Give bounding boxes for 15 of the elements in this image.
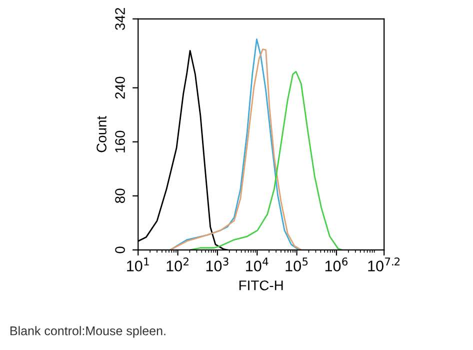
x-tick-label: 10$^{3}$ bbox=[206, 257, 228, 272]
x-tick-label: 10$^{2}$ bbox=[166, 257, 188, 272]
x-tick-label: 10$^{7.2}$ bbox=[368, 257, 400, 272]
x-tick-label: 10$^{5}$ bbox=[286, 258, 308, 272]
y-tick-label: 0 bbox=[115, 246, 125, 254]
x-axis-title: FITC-H bbox=[239, 280, 283, 290]
y-tick-label: 240 bbox=[115, 76, 125, 99]
y-axis-title: Count bbox=[96, 116, 106, 152]
x-tick-label: 10$^{4}$ bbox=[246, 258, 268, 272]
y-tick-label: 80 bbox=[115, 188, 125, 203]
y-tick-label: 160 bbox=[115, 130, 125, 152]
x-tick-label: 10$^{1}$ bbox=[127, 258, 149, 272]
y-tick-label: 342 bbox=[115, 8, 125, 30]
text: Blank control:Mouse spleen. bbox=[10, 326, 166, 338]
x-tick-label: 10$^{6}$ bbox=[325, 257, 348, 272]
